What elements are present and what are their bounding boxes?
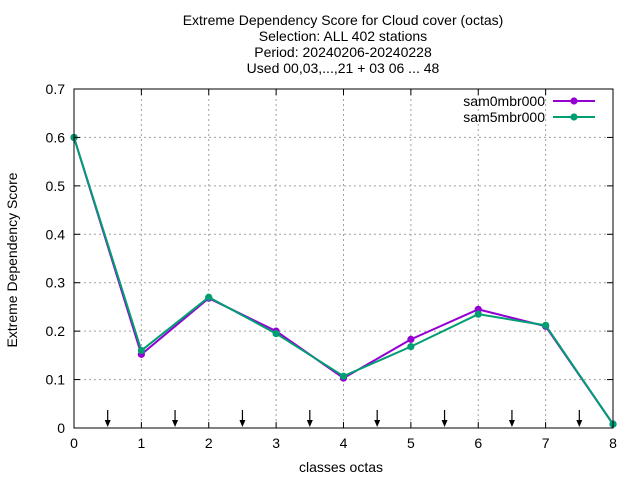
x-axis-label: classes octas: [299, 459, 383, 475]
title-line-2: Selection: ALL 402 stations: [259, 28, 427, 44]
title-line-3: Period: 20240206-20240228: [254, 44, 432, 60]
x-tick-label: 0: [70, 435, 78, 451]
data-point: [137, 346, 145, 355]
y-tick-label: 0.1: [46, 372, 66, 388]
arrow-markers: [104, 410, 583, 427]
arrow-marker: [239, 410, 246, 427]
title-line-4: Used 00,03,...,21 + 03 06 ... 48: [247, 60, 440, 76]
arrow-marker: [576, 410, 583, 427]
arrow-marker: [374, 410, 381, 427]
arrow-head: [172, 420, 179, 427]
legend-item: sam0mbr000: [463, 93, 595, 109]
y-tick-label: 0.3: [46, 275, 66, 291]
arrow-head: [306, 420, 313, 427]
arrow-marker: [306, 410, 313, 427]
x-tick-label: 1: [137, 435, 145, 451]
data-point: [407, 335, 415, 343]
y-tick-label: 0.2: [46, 323, 66, 339]
x-tick-label: 6: [474, 435, 482, 451]
data-point: [474, 310, 482, 318]
y-tick-label: 0.5: [46, 178, 66, 194]
arrow-marker: [104, 410, 111, 427]
data-point: [542, 321, 550, 329]
x-tick-label: 5: [407, 435, 415, 451]
legend-swatch-marker: [570, 97, 578, 105]
y-tick-label: 0.6: [46, 129, 66, 145]
data-point: [407, 343, 415, 351]
arrow-head: [104, 420, 111, 427]
arrow-marker: [508, 410, 515, 427]
x-tick-label: 2: [205, 435, 213, 451]
legend-swatch-marker: [570, 113, 578, 121]
arrow-head: [374, 420, 381, 427]
data-point: [272, 329, 280, 338]
arrow-head: [508, 420, 515, 427]
x-tick-label: 8: [609, 435, 617, 451]
arrow-head: [441, 420, 448, 427]
y-tick-label: 0.7: [46, 81, 66, 97]
title-line-1: Extreme Dependency Score for Cloud cover…: [183, 12, 504, 28]
x-tick-label: 4: [340, 435, 348, 451]
legend-label: sam0mbr000: [463, 93, 545, 109]
data-point: [205, 293, 213, 301]
data-point: [339, 372, 348, 380]
chart-title: Extreme Dependency Score for Cloud cover…: [183, 12, 504, 76]
y-tick-label: 0.4: [46, 226, 66, 242]
series: [70, 133, 617, 428]
arrow-marker: [441, 410, 448, 427]
legend-item: sam5mbr000: [463, 109, 595, 125]
legend-label: sam5mbr000: [463, 109, 545, 125]
arrow-head: [239, 420, 246, 427]
x-tick-label: 3: [272, 435, 280, 451]
x-tick-label: 7: [542, 435, 550, 451]
y-axis-label: Extreme Dependency Score: [4, 172, 20, 347]
y-tick-label: 0: [57, 420, 65, 436]
arrow-head: [576, 420, 583, 427]
arrow-marker: [172, 410, 179, 427]
axis-ticks: 0 0.1 0.2 0.3 0.4 0.5 0.6 0.7 0 1 2 3 4 5 6 7 8: [46, 81, 618, 451]
series-2: [70, 133, 617, 428]
grid: [74, 89, 613, 428]
